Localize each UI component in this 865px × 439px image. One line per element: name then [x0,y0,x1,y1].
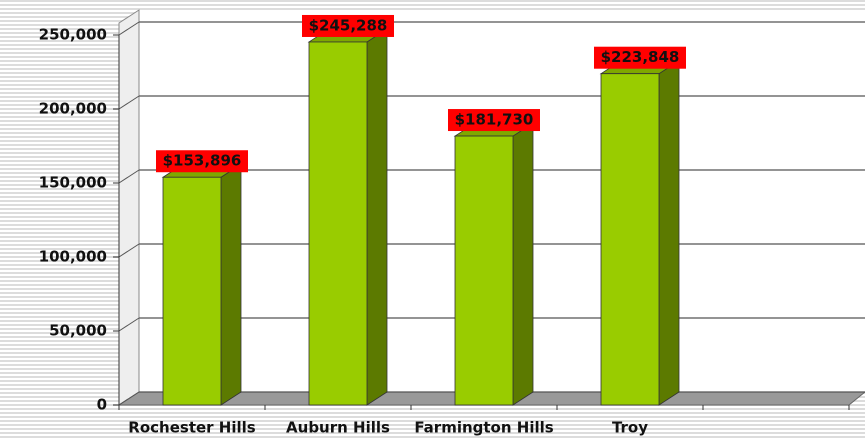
y-tick-label: 100,000 [39,248,107,266]
x-tick-label: Auburn Hills [286,419,390,437]
value-label-bg [594,46,686,69]
y-tick-label: 150,000 [39,174,107,192]
x-tick-label: Rochester Hills [128,419,255,437]
value-label: $245,288 [309,16,388,34]
value-label: $181,730 [455,111,534,129]
bar [162,176,222,406]
y-tick-label: 0 [97,396,107,414]
x-tick-label: Farmington Hills [414,419,553,437]
value-label: $153,896 [163,152,242,170]
bar-side [366,28,388,406]
grid-line-side [118,391,140,406]
bar-side [512,122,534,406]
x-tick-label: Troy [612,419,648,437]
y-tick-label: 250,000 [39,26,107,44]
bar [454,135,514,406]
bar-side [658,59,680,406]
grid-line-side [118,169,140,184]
bar [308,41,368,406]
value-label: $223,848 [601,48,680,66]
bar-side [220,163,242,406]
value-label-bg [448,109,540,132]
value-label-bg [302,14,394,37]
bar [600,73,660,406]
value-label-bg [156,150,248,173]
y-tick-label: 50,000 [49,322,107,340]
y-tick-label: 200,000 [39,100,107,118]
grid-line-side [118,317,140,332]
grid-line-side [118,95,140,110]
grid-line-side [118,243,140,258]
grid-line-side [118,21,140,36]
side-wall [118,9,140,406]
